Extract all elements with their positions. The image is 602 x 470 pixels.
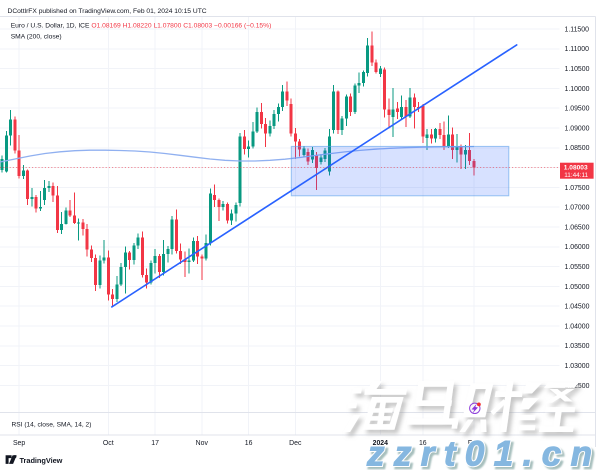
svg-text:1.11000: 1.11000 [565, 46, 590, 53]
svg-text:16: 16 [245, 440, 253, 447]
svg-text:Euro / U.S. Dollar, 1D, ICE O1: Euro / U.S. Dollar, 1D, ICE O1.08169 H1.… [11, 22, 272, 29]
svg-text:zzrt01.cn: zzrt01.cn [366, 434, 601, 470]
svg-text:16: 16 [419, 440, 427, 447]
svg-text:1.02500: 1.02500 [565, 383, 590, 390]
svg-text:1.08500: 1.08500 [565, 145, 590, 152]
svg-text:11:44:11: 11:44:11 [564, 172, 588, 179]
svg-text:1.07500: 1.07500 [565, 185, 590, 192]
svg-text:1.05000: 1.05000 [565, 284, 590, 291]
svg-text:1.10500: 1.10500 [565, 66, 590, 73]
svg-text:1.07000: 1.07000 [565, 205, 590, 212]
svg-text:DCottlrFX published on Trading: DCottlrFX published on TradingView.com, … [8, 8, 207, 15]
svg-text:1.06000: 1.06000 [565, 244, 590, 251]
svg-text:1.09500: 1.09500 [565, 106, 590, 113]
svg-text:Feb: Feb [468, 440, 480, 447]
svg-text:zzrt01.cn: zzrt01.cn [366, 434, 601, 470]
svg-text:1.10000: 1.10000 [565, 86, 590, 93]
svg-text:1.08003: 1.08003 [564, 164, 588, 171]
svg-text:1.09000: 1.09000 [565, 125, 590, 132]
svg-text:Oct: Oct [103, 440, 114, 447]
svg-text:Sep: Sep [13, 440, 25, 447]
svg-text:1.05500: 1.05500 [565, 264, 590, 271]
svg-text:RSI (14, close, SMA, 14, 2): RSI (14, close, SMA, 14, 2) [12, 422, 92, 429]
svg-text:Dec: Dec [289, 440, 302, 447]
svg-text:1.03500: 1.03500 [565, 343, 590, 350]
svg-text:1.11500: 1.11500 [565, 26, 590, 33]
svg-text:2024: 2024 [373, 440, 388, 447]
svg-text:1.04500: 1.04500 [565, 304, 590, 311]
svg-text:1.06500: 1.06500 [565, 224, 590, 231]
svg-text:TradingView: TradingView [20, 456, 63, 465]
svg-text:1.03000: 1.03000 [565, 363, 590, 370]
svg-text:1.04000: 1.04000 [565, 323, 590, 330]
svg-text:SMA (200, close): SMA (200, close) [11, 34, 62, 41]
svg-text:Nov: Nov [196, 440, 209, 447]
svg-text:17: 17 [151, 440, 159, 447]
